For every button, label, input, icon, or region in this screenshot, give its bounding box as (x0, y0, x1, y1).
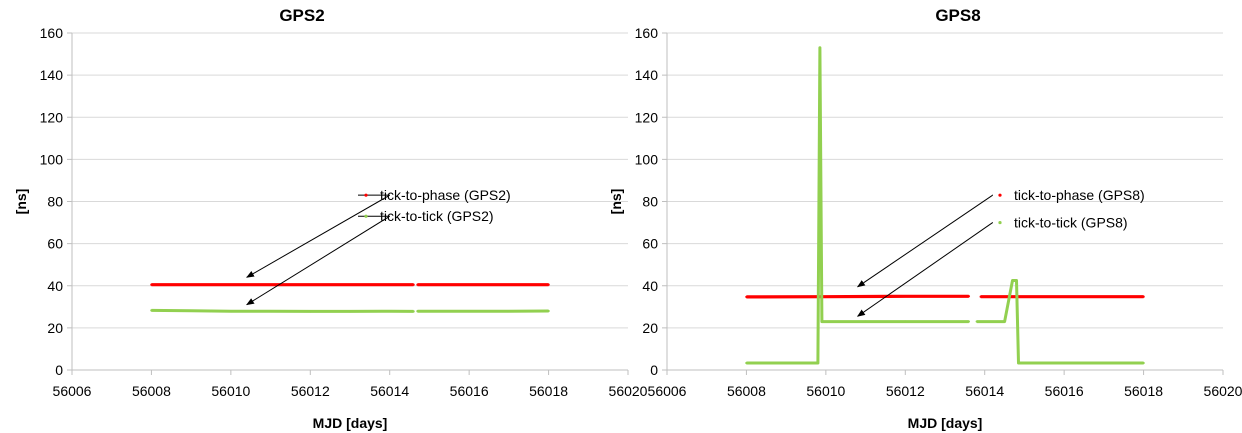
y-tick-label: 120 (635, 109, 659, 125)
series-tick-to-tick-line (976, 279, 1144, 365)
annotation-arrow (856, 194, 993, 288)
data-point (820, 320, 824, 323)
y-tick-label: 20 (47, 320, 63, 336)
data-point (1011, 279, 1014, 282)
data-point (1062, 295, 1066, 298)
x-tick-label: 56014 (965, 383, 1004, 399)
series-tick-to-phase-line (746, 294, 969, 299)
data-point (150, 283, 153, 286)
x-tick-label: 56006 (648, 383, 687, 399)
chart-title: GPS8 (935, 6, 980, 25)
y-tick-label: 160 (635, 25, 659, 41)
data-point (416, 283, 419, 286)
x-axis-label: MJD [days] (313, 415, 388, 431)
x-tick-label: 56016 (1045, 383, 1084, 399)
data-point (547, 309, 550, 313)
y-axis-label: [ns] (13, 189, 29, 215)
legend-label: tick-to-tick (GPS2) (380, 208, 494, 224)
data-point (824, 295, 828, 298)
y-tick-label: 100 (40, 151, 64, 167)
x-tick-label: 56010 (806, 383, 845, 399)
y-tick-label: 20 (642, 320, 658, 336)
chart-gps2: 0 20 40 60 80 100 120 140 160 56006 56008 56010 5601… (13, 6, 648, 431)
x-tick-label: 56012 (291, 383, 330, 399)
x-tick-label: 56012 (886, 383, 925, 399)
y-tick-label: 40 (47, 278, 63, 294)
data-point (1142, 295, 1145, 298)
data-point (1003, 320, 1006, 323)
y-tick-label: 60 (47, 236, 63, 252)
y-tick-label: 80 (642, 194, 658, 210)
y-tick-label: 0 (55, 362, 63, 378)
y-tick-label: 120 (40, 109, 64, 125)
x-tick-label: 56016 (450, 383, 489, 399)
x-axis-label: MJD [days] (908, 415, 983, 431)
series-tick-to-tick-line (746, 46, 969, 365)
data-point (967, 295, 971, 298)
data-point (309, 310, 312, 313)
data-point (1017, 361, 1020, 365)
legend-label: tick-to-phase (GPS2) (380, 187, 511, 203)
data-point (979, 295, 982, 298)
annotation-arrow (246, 194, 390, 278)
data-point (745, 361, 748, 365)
data-point (1062, 361, 1066, 365)
legend-marker (998, 193, 1002, 197)
data-point (745, 295, 748, 299)
data-point (943, 320, 947, 323)
x-tick-label: 56014 (370, 383, 409, 399)
data-point (467, 310, 471, 313)
data-point (150, 309, 153, 312)
y-tick-label: 60 (642, 236, 658, 252)
data-point (416, 310, 419, 313)
data-point (816, 361, 820, 365)
data-point (189, 309, 193, 313)
legend-marker (364, 214, 368, 218)
y-tick-label: 80 (47, 194, 63, 210)
y-axis-label: [ns] (608, 189, 624, 215)
y-tick-label: 160 (40, 25, 64, 41)
x-tick-label: 56010 (211, 383, 250, 399)
legend-label: tick-to-tick (GPS8) (1014, 215, 1128, 231)
data-point (1015, 279, 1018, 282)
data-point (904, 295, 907, 298)
legend-marker (364, 193, 368, 197)
annotation-arrow (856, 222, 993, 317)
data-point (507, 310, 511, 313)
y-tick-label: 100 (635, 151, 659, 167)
data-point (229, 310, 233, 313)
annotation-arrow (246, 215, 390, 306)
x-tick-label: 56006 (53, 383, 92, 399)
x-tick-label: 56020 (609, 383, 648, 399)
chart-title: GPS2 (279, 6, 324, 25)
data-point (412, 283, 415, 286)
legend-label: tick-to-phase (GPS8) (1014, 187, 1145, 203)
y-tick-label: 140 (635, 67, 659, 83)
data-point (1142, 361, 1145, 365)
data-point (547, 283, 550, 286)
x-tick-label: 56008 (727, 383, 766, 399)
y-tick-label: 140 (40, 67, 64, 83)
x-tick-label: 56020 (1204, 383, 1242, 399)
data-point (269, 310, 272, 313)
data-point (388, 310, 391, 313)
y-tick-label: 0 (650, 362, 658, 378)
data-point (412, 310, 415, 313)
x-tick-label: 56008 (132, 383, 171, 399)
legend-marker (998, 220, 1002, 225)
data-point (864, 320, 867, 323)
series-tick-to-tick-line (151, 308, 414, 313)
data-point (818, 46, 822, 49)
data-point (975, 320, 978, 323)
data-point (967, 320, 971, 323)
y-tick-label: 40 (642, 278, 658, 294)
data-point (348, 310, 352, 313)
data-point (904, 320, 907, 323)
x-tick-label: 56018 (1124, 383, 1163, 399)
x-tick-label: 56018 (529, 383, 568, 399)
chart-gps8: 0 20 40 60 80 100 120 140 160 56006 56008 56010 5601… (608, 6, 1242, 431)
